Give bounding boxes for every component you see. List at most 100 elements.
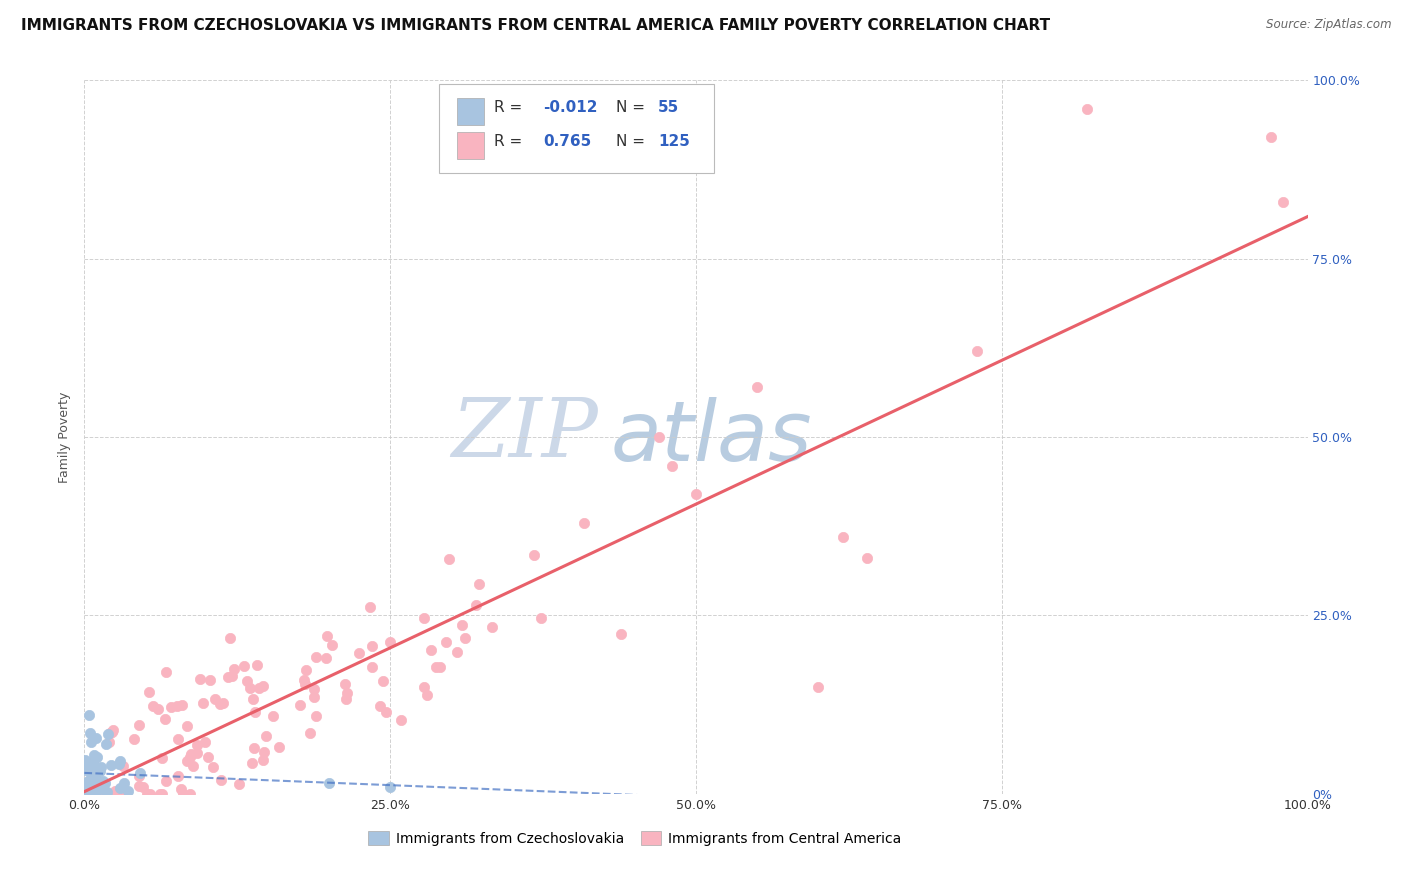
Point xyxy=(318,776,340,790)
Point xyxy=(82,755,104,769)
Point xyxy=(368,698,391,713)
Point xyxy=(80,760,103,774)
Point xyxy=(412,680,434,694)
Point xyxy=(419,642,441,657)
Point xyxy=(89,764,111,779)
Legend: Immigrants from Czechoslovakia, Immigrants from Central America: Immigrants from Czechoslovakia, Immigran… xyxy=(363,826,907,851)
Point xyxy=(254,729,277,743)
Text: ZIP: ZIP xyxy=(451,393,598,474)
Text: R =: R = xyxy=(494,100,527,114)
Point xyxy=(94,737,117,751)
Text: -0.012: -0.012 xyxy=(543,100,598,114)
Point xyxy=(111,758,134,772)
Point xyxy=(75,783,97,797)
Point xyxy=(77,708,100,723)
Point xyxy=(221,669,243,683)
Point xyxy=(243,740,266,755)
Text: 55: 55 xyxy=(658,100,679,114)
Point xyxy=(188,672,211,686)
Point xyxy=(648,430,671,444)
Point xyxy=(530,610,553,624)
Point xyxy=(299,726,322,740)
Point xyxy=(1272,194,1295,209)
Point xyxy=(83,771,105,785)
Text: N =: N = xyxy=(616,100,651,114)
Point xyxy=(247,681,270,695)
Text: 125: 125 xyxy=(658,134,690,149)
Point xyxy=(170,698,193,713)
Point xyxy=(84,777,107,791)
Point xyxy=(90,760,112,774)
Point xyxy=(1076,102,1098,116)
Point xyxy=(108,754,131,768)
Point xyxy=(150,787,173,801)
Point xyxy=(434,635,457,649)
Point xyxy=(84,787,107,801)
Point xyxy=(375,705,398,719)
Point xyxy=(146,702,169,716)
Point xyxy=(117,784,139,798)
Point xyxy=(97,727,120,741)
Point xyxy=(112,776,135,790)
Point xyxy=(100,758,122,772)
Y-axis label: Family Poverty: Family Poverty xyxy=(58,392,72,483)
Point xyxy=(425,659,447,673)
Point xyxy=(572,516,595,530)
Point xyxy=(82,767,104,781)
Point xyxy=(204,692,226,706)
Point xyxy=(159,700,181,714)
Point xyxy=(75,786,97,800)
Point xyxy=(93,787,115,801)
Point xyxy=(201,760,224,774)
Point xyxy=(186,738,208,752)
Point xyxy=(262,709,284,723)
Point xyxy=(166,698,188,713)
Point xyxy=(208,697,231,711)
Point xyxy=(128,769,150,783)
Point xyxy=(80,758,103,772)
Point xyxy=(305,650,328,665)
Point xyxy=(80,735,103,749)
Point xyxy=(83,776,105,790)
Point xyxy=(75,753,97,767)
FancyBboxPatch shape xyxy=(457,132,484,160)
Point xyxy=(413,611,436,625)
Point xyxy=(77,780,100,795)
Point xyxy=(108,780,131,795)
Point xyxy=(450,617,472,632)
Point xyxy=(222,662,245,676)
Point xyxy=(139,787,162,801)
Point xyxy=(90,782,112,797)
Point xyxy=(155,665,177,679)
Point xyxy=(371,673,394,688)
Point xyxy=(83,770,105,784)
Point xyxy=(150,751,173,765)
Point xyxy=(153,712,176,726)
Point xyxy=(217,670,239,684)
Point xyxy=(176,754,198,768)
Point xyxy=(416,688,439,702)
Point xyxy=(523,548,546,562)
Text: IMMIGRANTS FROM CZECHOSLOVAKIA VS IMMIGRANTS FROM CENTRAL AMERICA FAMILY POVERTY: IMMIGRANTS FROM CZECHOSLOVAKIA VS IMMIGR… xyxy=(21,18,1050,33)
Point xyxy=(288,698,311,713)
Point xyxy=(84,780,107,794)
Point xyxy=(79,726,101,740)
Point xyxy=(179,750,201,764)
Point xyxy=(194,734,217,748)
Point xyxy=(93,776,115,790)
Point xyxy=(98,726,121,740)
Point xyxy=(80,767,103,781)
Point xyxy=(302,681,325,696)
Point xyxy=(172,787,194,801)
Point xyxy=(359,600,381,615)
FancyBboxPatch shape xyxy=(457,98,484,125)
Point xyxy=(243,705,266,719)
Point xyxy=(197,749,219,764)
Point xyxy=(211,696,233,710)
Point xyxy=(315,650,337,665)
Point xyxy=(807,680,830,694)
Point xyxy=(335,677,357,691)
Text: N =: N = xyxy=(616,134,651,149)
Point xyxy=(253,744,276,758)
Point xyxy=(429,659,451,673)
